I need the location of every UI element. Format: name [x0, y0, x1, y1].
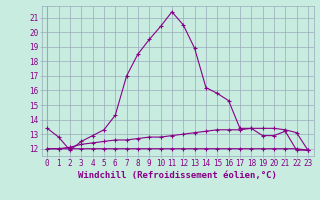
X-axis label: Windchill (Refroidissement éolien,°C): Windchill (Refroidissement éolien,°C)	[78, 171, 277, 180]
